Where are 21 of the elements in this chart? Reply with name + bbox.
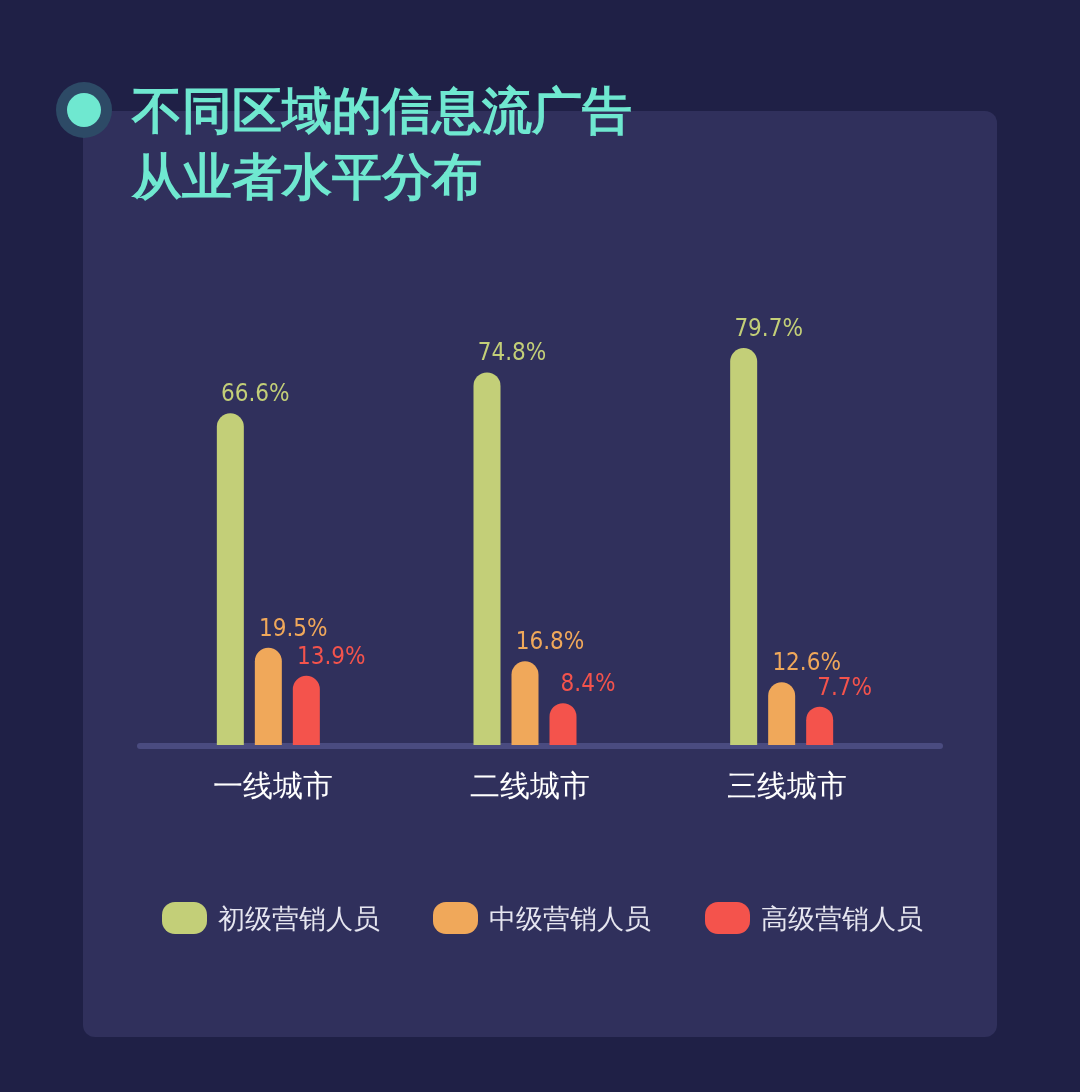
bar (216, 413, 244, 745)
chart-title: 不同区域的信息流广告从业者水平分布 (131, 82, 632, 206)
data-label: 13.9% (297, 641, 366, 670)
data-label: 79.7% (734, 314, 803, 342)
legend-label: 高级营销人员 (761, 903, 923, 934)
x-tick-label: 一线城市 (213, 768, 334, 803)
data-label: 19.5% (259, 613, 328, 642)
x-tick-label: 三线城市 (726, 768, 847, 803)
bar (730, 348, 758, 745)
legend-label: 初级营销人员 (218, 903, 380, 934)
data-label: 74.8% (477, 338, 547, 367)
data-label: 66.6% (221, 379, 290, 408)
legend-label: 中级营销人员 (489, 903, 651, 934)
bar (473, 372, 501, 745)
bar (292, 675, 320, 745)
data-label: 8.4% (560, 669, 616, 698)
bar (511, 661, 539, 745)
bar (254, 647, 282, 745)
x-tick-label: 二线城市 (470, 768, 590, 803)
data-label: 16.8% (515, 627, 585, 656)
bar (768, 682, 796, 745)
